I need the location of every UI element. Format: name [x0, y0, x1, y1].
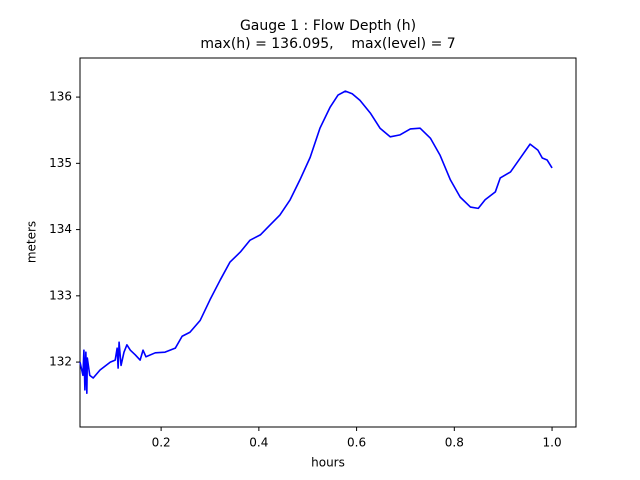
x-tick-label: 0.6	[347, 436, 366, 450]
x-axis-label: hours	[311, 456, 345, 470]
x-tick-label: 0.2	[152, 436, 171, 450]
x-tick-label: 1.0	[543, 436, 562, 450]
y-tick-label: 134	[49, 222, 72, 236]
x-tick-label: 0.4	[249, 436, 268, 450]
x-tick-label: 0.8	[445, 436, 464, 450]
y-tick-label: 135	[49, 156, 72, 170]
y-axis-label: meters	[25, 221, 39, 263]
data-line	[79, 90, 553, 395]
y-tick-label: 136	[49, 90, 72, 104]
plot-frame	[79, 57, 577, 428]
y-tick-label: 133	[49, 288, 72, 302]
chart-subtitle: max(h) = 136.095, max(level) = 7	[200, 36, 455, 52]
chart-title: Gauge 1 : Flow Depth (h)	[240, 18, 416, 34]
y-tick-label: 132	[49, 355, 72, 369]
